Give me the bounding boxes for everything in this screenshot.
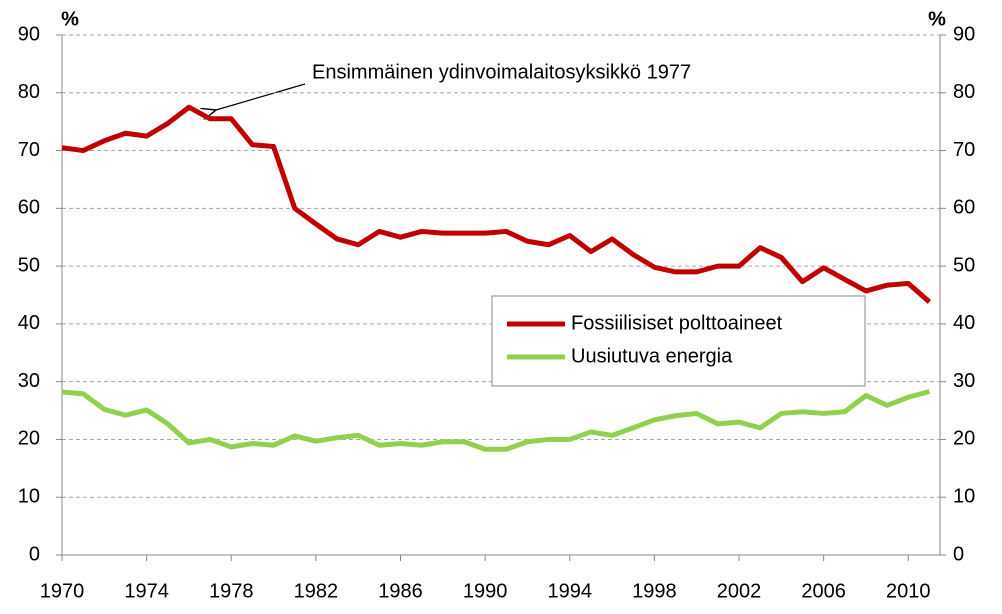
series-line (61, 389, 931, 452)
y2-axis-label: % (928, 8, 946, 30)
y-tick-label: 40 (18, 312, 40, 334)
y-tick-label: 50 (18, 254, 40, 276)
x-tick-label: 1998 (632, 580, 677, 602)
y-tick-label: 10 (18, 486, 40, 508)
series-line (61, 104, 932, 304)
x-tick-label: 2006 (801, 580, 846, 602)
legend-box (491, 295, 866, 387)
y2-tick-label: 0 (953, 543, 964, 565)
y2-tick-label: 30 (953, 370, 975, 392)
y2-tick-label: 70 (953, 139, 975, 161)
x-tick-label: 2010 (886, 580, 931, 602)
y2-tick-label: 50 (953, 254, 975, 276)
y-tick-label: 60 (18, 197, 40, 219)
y-tick-label: 70 (18, 139, 40, 161)
x-tick-label: 1994 (548, 580, 593, 602)
y-axis-label: % (61, 8, 79, 30)
x-tick-label: 1978 (209, 580, 254, 602)
x-tick-label: 1982 (294, 580, 339, 602)
y2-tick-label: 60 (953, 197, 975, 219)
x-tick-label: 1970 (40, 580, 85, 602)
annotation-arrow (216, 83, 306, 110)
y-tick-label: 0 (29, 543, 40, 565)
x-tick-label: 1974 (124, 580, 169, 602)
y2-tick-label: 10 (953, 486, 975, 508)
legend-label: Fossiilisiset polttoaineet (571, 312, 783, 334)
y-tick-label: 90 (18, 23, 40, 45)
y-tick-label: 30 (18, 370, 40, 392)
y2-tick-label: 90 (953, 23, 975, 45)
x-tick-label: 1986 (378, 580, 423, 602)
y-tick-label: 80 (18, 81, 40, 103)
x-tick-label: 2002 (717, 580, 762, 602)
y2-tick-label: 40 (953, 312, 975, 334)
x-tick-label: 1990 (463, 580, 508, 602)
y2-tick-label: 20 (953, 428, 975, 450)
y-tick-label: 20 (18, 428, 40, 450)
y2-tick-label: 80 (953, 81, 975, 103)
annotation: Ensimmäinen ydinvoimalaitosyksikkö 1977 (312, 61, 691, 83)
legend-label: Uusiutuva energia (571, 345, 733, 367)
